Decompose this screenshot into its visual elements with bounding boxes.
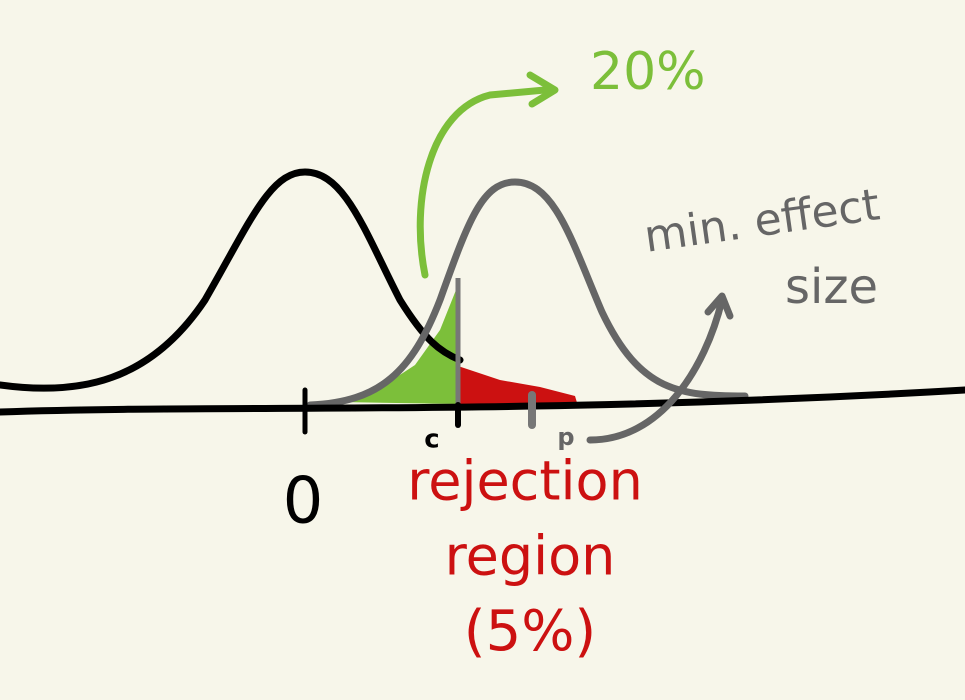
power-arrowhead (526, 71, 559, 108)
alternative-distribution (306, 178, 749, 409)
power-area (340, 285, 458, 404)
axis (0, 386, 965, 416)
null-distribution (0, 168, 464, 392)
effect-point-label: p (557, 423, 574, 451)
rejection-label: (5%) (464, 599, 597, 664)
effect-label: size (785, 259, 878, 315)
zero-label: 0 (283, 465, 324, 539)
effect-arrow (586, 296, 726, 444)
rejection-label: region (445, 525, 616, 588)
rejection-area (458, 366, 578, 406)
rejection-label: rejection (407, 450, 643, 513)
power-label: 20% (590, 42, 706, 102)
critical-label: c (424, 425, 439, 455)
effect-arrowhead (704, 292, 734, 320)
power-arrow (416, 86, 549, 279)
